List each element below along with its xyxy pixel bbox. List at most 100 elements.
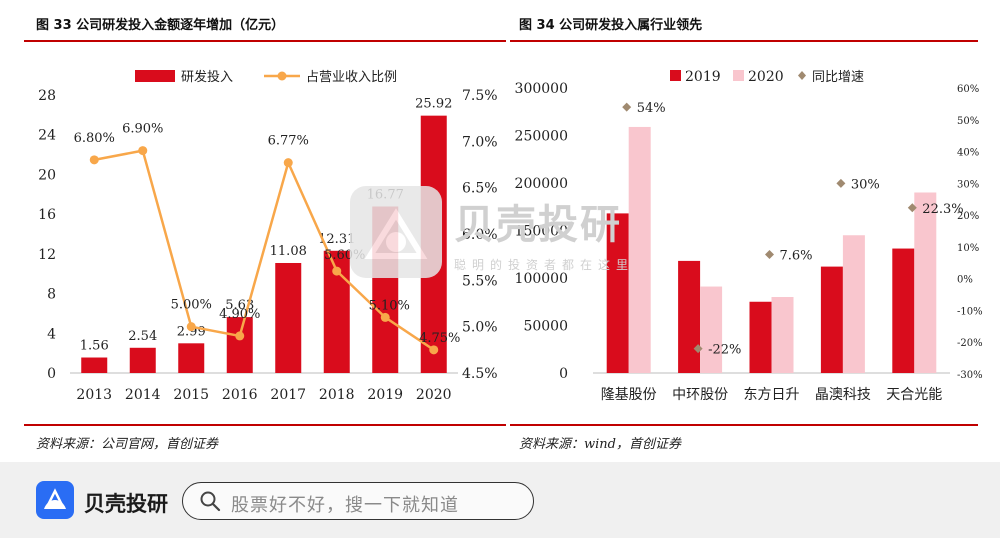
ratio-point xyxy=(138,146,148,156)
x-tick-label: 东方日升 xyxy=(744,387,800,403)
x-tick-label: 2014 xyxy=(125,387,161,403)
ratio-point xyxy=(283,158,293,168)
bar xyxy=(226,317,253,373)
y-right-tick-label: 10% xyxy=(957,243,979,254)
x-tick-label: 2017 xyxy=(270,387,306,403)
y-right-tick-label: 7.0% xyxy=(462,134,498,150)
search-box[interactable]: 股票好不好，搜一下就知道 xyxy=(182,482,534,520)
y-right-tick-label: -20% xyxy=(957,338,983,349)
ratio-value-label: 5.60% xyxy=(324,248,365,263)
x-tick-label: 2016 xyxy=(222,387,258,403)
bar-2020 xyxy=(628,126,651,373)
right-title-rule xyxy=(510,40,978,42)
y-right-tick-label: 60% xyxy=(957,84,979,95)
ratio-value-label: 5.00% xyxy=(171,298,212,313)
ratio-point xyxy=(235,331,245,341)
x-tick-label: 2018 xyxy=(319,387,355,403)
ratio-point xyxy=(89,155,99,165)
y-right-tick-label: -10% xyxy=(957,306,983,317)
bar xyxy=(178,343,205,373)
y-left-tick-label: 8 xyxy=(47,287,56,303)
x-tick-label: 晶澳科技 xyxy=(815,387,871,403)
ratio-point xyxy=(380,312,390,322)
ratio-value-label: 4.90% xyxy=(219,307,260,322)
search-placeholder: 股票好不好，搜一下就知道 xyxy=(231,495,459,516)
growth-value-label: 54% xyxy=(637,101,666,116)
y-right-tick-label: 4.5% xyxy=(462,366,498,382)
right-chart: 2019 2020 同比增速 0 50000 100000 150000 200000 2500… xyxy=(515,69,983,403)
right-source-rule xyxy=(510,424,978,426)
bar xyxy=(129,347,156,373)
growth-marker xyxy=(693,344,703,354)
y-right-tick-label: 6.5% xyxy=(462,181,498,197)
bar-value-label: 1.56 xyxy=(80,339,109,354)
growth-value-label: 30% xyxy=(851,177,880,192)
x-tick-label: 隆基股份 xyxy=(601,386,657,403)
legend-growth-label: 同比增速 xyxy=(812,70,864,85)
y-left-tick-label: 4 xyxy=(47,326,56,342)
ratio-line xyxy=(94,149,435,351)
left-chart-title: 图 33 公司研发投入金额逐年增加（亿元） xyxy=(36,18,285,33)
y-left-tick-label: 200000 xyxy=(515,176,568,192)
left-chart: 研发投入 占营业收入比例 0 4 8 12 16 20 24 28 4.5% 5.0% 5.5% 6.0%… xyxy=(38,69,498,403)
y-right-tick-label: 5.5% xyxy=(462,273,498,289)
left-title-rule xyxy=(24,40,506,42)
x-tick-label: 天合光能 xyxy=(886,387,942,403)
bar-2019 xyxy=(892,248,915,373)
legend-2020-label: 2020 xyxy=(748,69,784,85)
legend-bar-swatch xyxy=(135,70,175,82)
y-right-tick-label: -30% xyxy=(957,370,983,381)
y-right-tick-label: 20% xyxy=(957,211,979,222)
y-left-tick-label: 28 xyxy=(38,88,56,104)
y-right-tick-label: 7.5% xyxy=(462,88,498,104)
ratio-point xyxy=(186,322,196,332)
y-right-tick-label: 30% xyxy=(957,179,979,190)
left-source-rule xyxy=(24,424,506,426)
bar-value-label: 11.08 xyxy=(270,244,307,259)
bar-value-label: 12.31 xyxy=(318,232,355,247)
y-right-tick-label: 50% xyxy=(957,116,979,127)
bar-2019 xyxy=(678,260,701,373)
legend-growth-marker xyxy=(798,71,806,80)
ratio-point xyxy=(332,266,342,276)
bar-value-label: 2.54 xyxy=(128,329,157,344)
y-left-tick-label: 16 xyxy=(38,207,56,223)
legend-2019-label: 2019 xyxy=(685,69,721,85)
x-tick-label: 2013 xyxy=(76,387,112,403)
growth-marker xyxy=(907,203,917,213)
y-left-tick-label: 0 xyxy=(47,366,56,382)
y-left-tick-label: 100000 xyxy=(515,271,568,287)
legend-2020-swatch xyxy=(733,70,744,81)
x-tick-label: 2015 xyxy=(173,387,209,403)
y-right-tick-label: 6.0% xyxy=(462,227,498,243)
right-chart-title: 图 34 公司研发投入属行业领先 xyxy=(519,18,703,33)
growth-marker xyxy=(836,178,846,188)
y-left-tick-label: 300000 xyxy=(515,81,568,97)
bar-2020 xyxy=(771,297,794,373)
legend-2019-swatch xyxy=(670,70,681,81)
growth-marker xyxy=(622,102,632,112)
growth-value-label: 7.6% xyxy=(780,249,813,264)
bar xyxy=(372,206,399,373)
brand-logo-icon[interactable] xyxy=(36,481,74,519)
y-left-tick-label: 12 xyxy=(38,247,56,263)
y-left-tick-label: 24 xyxy=(38,128,56,144)
y-left-tick-label: 20 xyxy=(38,167,56,183)
bar xyxy=(81,357,108,373)
bar-2019 xyxy=(820,266,843,373)
ratio-value-label: 6.80% xyxy=(74,131,115,146)
bar-value-label: 16.77 xyxy=(367,187,404,202)
left-source: 资料来源：公司官网，首创证券 xyxy=(36,437,219,452)
bar xyxy=(275,262,302,373)
bar-2019 xyxy=(749,301,772,373)
y-left-tick-label: 250000 xyxy=(515,129,568,145)
bar-2020 xyxy=(700,286,723,373)
legend-line-marker xyxy=(277,71,287,81)
ratio-value-label: 6.90% xyxy=(122,122,163,137)
ratio-point xyxy=(429,345,439,355)
bar-2020 xyxy=(842,235,865,373)
x-tick-label: 2019 xyxy=(367,387,403,403)
y-left-tick-label: 50000 xyxy=(523,319,568,335)
footer-brand[interactable]: 贝壳投研 xyxy=(84,492,168,516)
ratio-value-label: 6.77% xyxy=(268,134,309,149)
